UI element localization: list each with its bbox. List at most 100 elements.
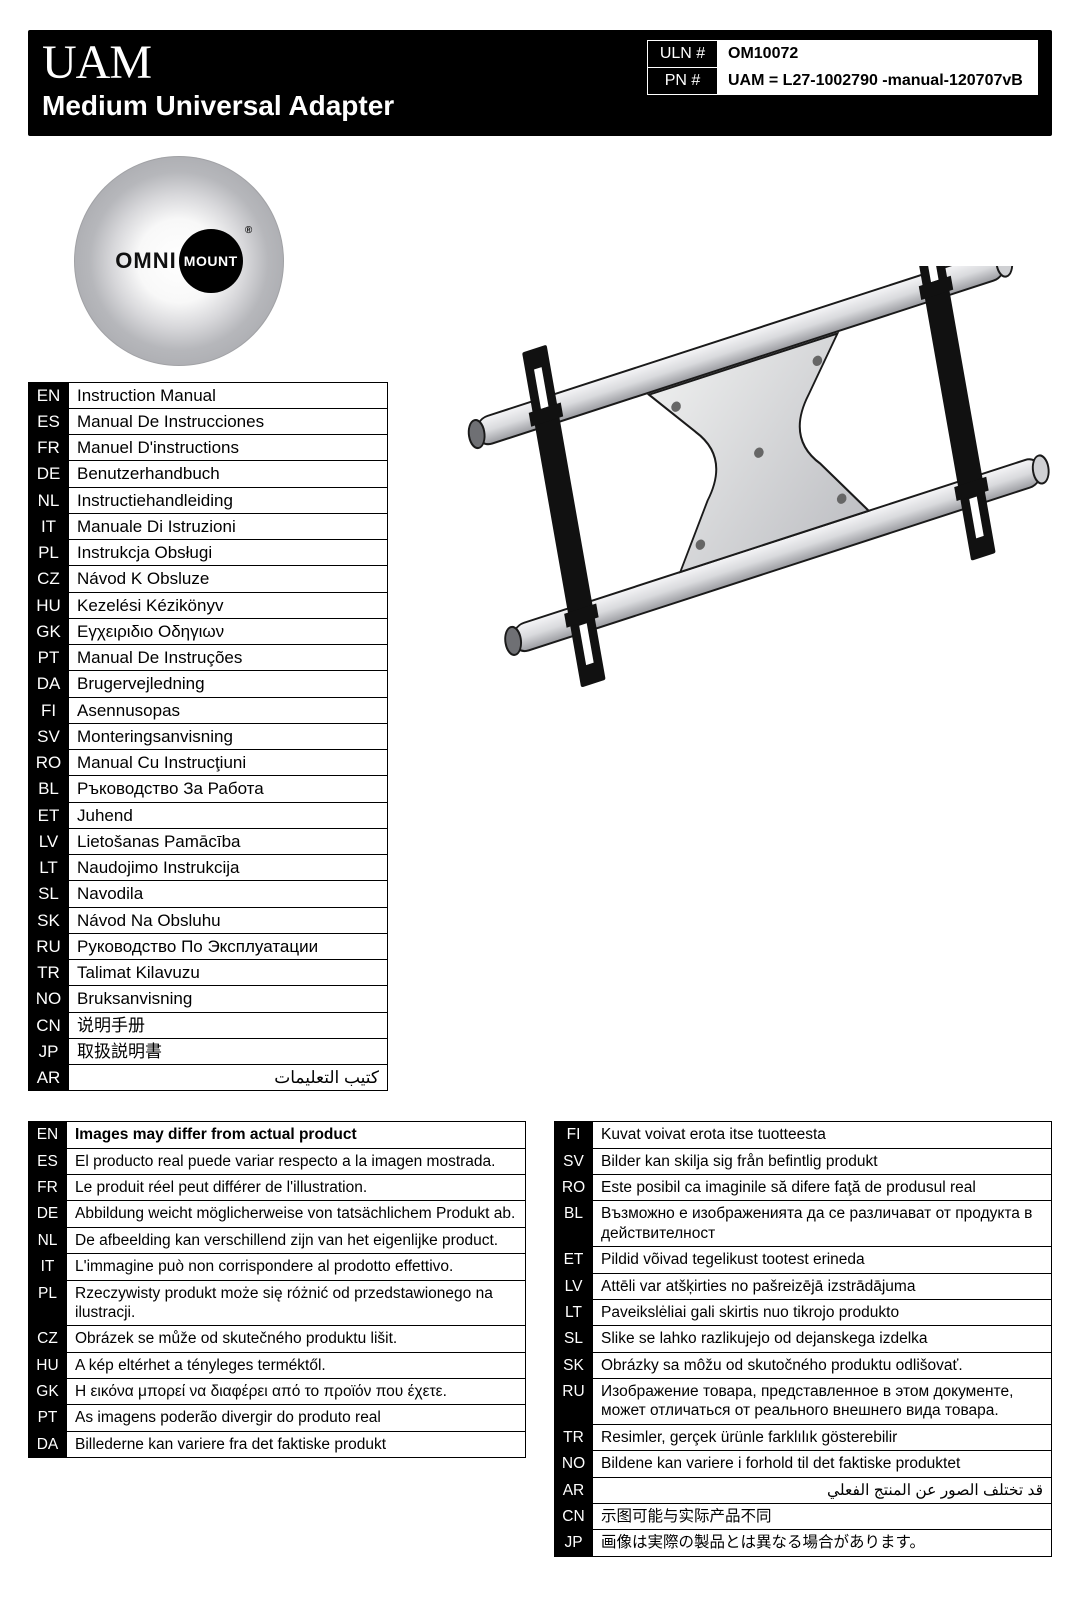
- disclaimer-text: Este posibil ca imaginile să difere faţă…: [593, 1175, 1052, 1201]
- product-illustration: [418, 266, 1052, 781]
- language-code: PT: [29, 645, 69, 671]
- logo-wrap: OMNI MOUNT ®: [28, 146, 388, 382]
- right-column: [418, 146, 1052, 1092]
- disclaimer-row: ESEl producto real puede variar respecto…: [29, 1148, 526, 1174]
- disclaimer-code: DE: [29, 1201, 67, 1227]
- disclaimer-row: DEAbbildung weicht möglicherweise von ta…: [29, 1201, 526, 1227]
- language-row: PTManual De Instruções: [29, 645, 388, 671]
- disclaimer-code: FI: [555, 1122, 593, 1148]
- omnimount-logo: OMNI MOUNT ®: [74, 156, 284, 366]
- disclaimer-code: DA: [29, 1431, 67, 1457]
- header-band: UAM Medium Universal Adapter ULN # OM100…: [28, 30, 1052, 136]
- language-row: DABrugervejledning: [29, 671, 388, 697]
- language-row: ARكتيب التعليمات: [29, 1065, 388, 1091]
- disclaimer-table-right: FIKuvat voivat erota itse tuotteestaSV Bi…: [554, 1121, 1052, 1556]
- disclaimer-text: El producto real puede variar respecto a…: [67, 1148, 526, 1174]
- language-row: LTNaudojimo Instrukcija: [29, 855, 388, 881]
- language-text: Monteringsanvisning: [69, 723, 388, 749]
- language-code: RO: [29, 750, 69, 776]
- language-row: DEBenutzerhandbuch: [29, 461, 388, 487]
- disclaimer-text: De afbeelding kan verschillend zijn van …: [67, 1227, 526, 1253]
- language-row: JP取扱説明書: [29, 1038, 388, 1064]
- language-code: NO: [29, 986, 69, 1012]
- disclaimer-col-left: ENImages may differ from actual productE…: [28, 1121, 526, 1556]
- language-text: Brugervejledning: [69, 671, 388, 697]
- disclaimer-text: قد تختلف الصور عن المنتج الفعلي: [593, 1477, 1052, 1503]
- omnimount-logo-inner: OMNI MOUNT ®: [115, 229, 242, 293]
- language-code: SV: [29, 723, 69, 749]
- uln-value: OM10072: [718, 41, 1038, 68]
- disclaimer-text: As imagens poderão divergir do produto r…: [67, 1405, 526, 1431]
- language-code: FR: [29, 435, 69, 461]
- language-code: LV: [29, 828, 69, 854]
- language-text: Lietošanas Pamācība: [69, 828, 388, 854]
- language-row: PLInstrukcja Obsługi: [29, 540, 388, 566]
- disclaimer-text: 示图可能与实际产品不同: [593, 1503, 1052, 1529]
- language-code: EN: [29, 382, 69, 408]
- disclaimer-text: Възможно е изображенията да се различава…: [593, 1201, 1052, 1247]
- language-row: FRManuel D'instructions: [29, 435, 388, 461]
- language-text: Návod Na Obsluhu: [69, 907, 388, 933]
- disclaimer-code: CN: [555, 1503, 593, 1529]
- language-row: FIAsennusopas: [29, 697, 388, 723]
- brand-mark: UAM: [42, 40, 394, 86]
- disclaimer-row: ITL'immagine può non corrispondere al pr…: [29, 1254, 526, 1280]
- disclaimer-row: ARقد تختلف الصور عن المنتج الفعلي: [555, 1477, 1052, 1503]
- disclaimer-row: CN示图可能与实际产品不同: [555, 1503, 1052, 1529]
- disclaimer-row: RUИзображение товара, представленное в э…: [555, 1379, 1052, 1425]
- language-text: Benutzerhandbuch: [69, 461, 388, 487]
- disclaimer-row: PTAs imagens poderão divergir do produto…: [29, 1405, 526, 1431]
- language-row: GKΕγχειριδιο Οδηγιων: [29, 618, 388, 644]
- language-row: RUРуководство По Эксплуатации: [29, 933, 388, 959]
- language-text: كتيب التعليمات: [69, 1065, 388, 1091]
- disclaimer-text: Obrázek se může od skutečného produktu l…: [67, 1326, 526, 1352]
- language-row: BLРъководство За Работа: [29, 776, 388, 802]
- disclaimer-code: LT: [555, 1299, 593, 1325]
- language-row: ETJuhend: [29, 802, 388, 828]
- language-text: Kezelési Kézikönyv: [69, 592, 388, 618]
- language-row: SVMonteringsanvisning: [29, 723, 388, 749]
- disclaimer-area: ENImages may differ from actual productE…: [28, 1121, 1052, 1556]
- language-code: GK: [29, 618, 69, 644]
- language-row: ITManuale Di Istruzioni: [29, 513, 388, 539]
- disclaimer-row: NLDe afbeelding kan verschillend zijn va…: [29, 1227, 526, 1253]
- language-code: BL: [29, 776, 69, 802]
- disclaimer-table-left: ENImages may differ from actual productE…: [28, 1121, 526, 1458]
- disclaimer-row: LVAttēli var atšķirties no pašreizējā iz…: [555, 1273, 1052, 1299]
- language-text: Juhend: [69, 802, 388, 828]
- language-text: Instruction Manual: [69, 382, 388, 408]
- page: UAM Medium Universal Adapter ULN # OM100…: [0, 0, 1080, 1618]
- disclaimer-row: PLRzeczywisty produkt może się różnić od…: [29, 1280, 526, 1326]
- disclaimer-code: EN: [29, 1122, 67, 1148]
- language-code: NL: [29, 487, 69, 513]
- disclaimer-text: Kuvat voivat erota itse tuotteesta: [593, 1122, 1052, 1148]
- language-code: JP: [29, 1038, 69, 1064]
- disclaimer-code: SV: [555, 1148, 593, 1174]
- disclaimer-text: Bildene kan variere i forhold til det fa…: [593, 1451, 1052, 1477]
- disclaimer-code: ET: [555, 1247, 593, 1273]
- language-row: TRTalimat Kilavuzu: [29, 960, 388, 986]
- language-code: LT: [29, 855, 69, 881]
- left-column: OMNI MOUNT ® ENInstruction ManualESManua…: [28, 146, 388, 1092]
- disclaimer-code: PT: [29, 1405, 67, 1431]
- disclaimer-row: FRLe produit réel peut différer de l'ill…: [29, 1175, 526, 1201]
- language-row: LVLietošanas Pamācība: [29, 828, 388, 854]
- language-row: SKNávod Na Obsluhu: [29, 907, 388, 933]
- language-row: CZNávod K Obsluze: [29, 566, 388, 592]
- language-text: Manuale Di Istruzioni: [69, 513, 388, 539]
- language-row: ESManual De Instrucciones: [29, 408, 388, 434]
- language-row: CN说明手册: [29, 1012, 388, 1038]
- language-text: Manual Cu Instrucţiuni: [69, 750, 388, 776]
- pn-label: PN #: [648, 68, 718, 95]
- disclaimer-row: NOBildene kan variere i forhold til det …: [555, 1451, 1052, 1477]
- language-code: ES: [29, 408, 69, 434]
- disclaimer-row: ROEste posibil ca imaginile să difere fa…: [555, 1175, 1052, 1201]
- disclaimer-text: Abbildung weicht möglicherweise von tats…: [67, 1201, 526, 1227]
- disclaimer-code: NO: [555, 1451, 593, 1477]
- disclaimer-row: ENImages may differ from actual product: [29, 1122, 526, 1148]
- language-code: AR: [29, 1065, 69, 1091]
- language-text: Bruksanvisning: [69, 986, 388, 1012]
- disclaimer-text: Attēli var atšķirties no pašreizējā izst…: [593, 1273, 1052, 1299]
- id-table: ULN # OM10072 PN # UAM = L27-1002790 -ma…: [647, 40, 1038, 95]
- disclaimer-text: Pildid võivad tegelikust tootest erineda: [593, 1247, 1052, 1273]
